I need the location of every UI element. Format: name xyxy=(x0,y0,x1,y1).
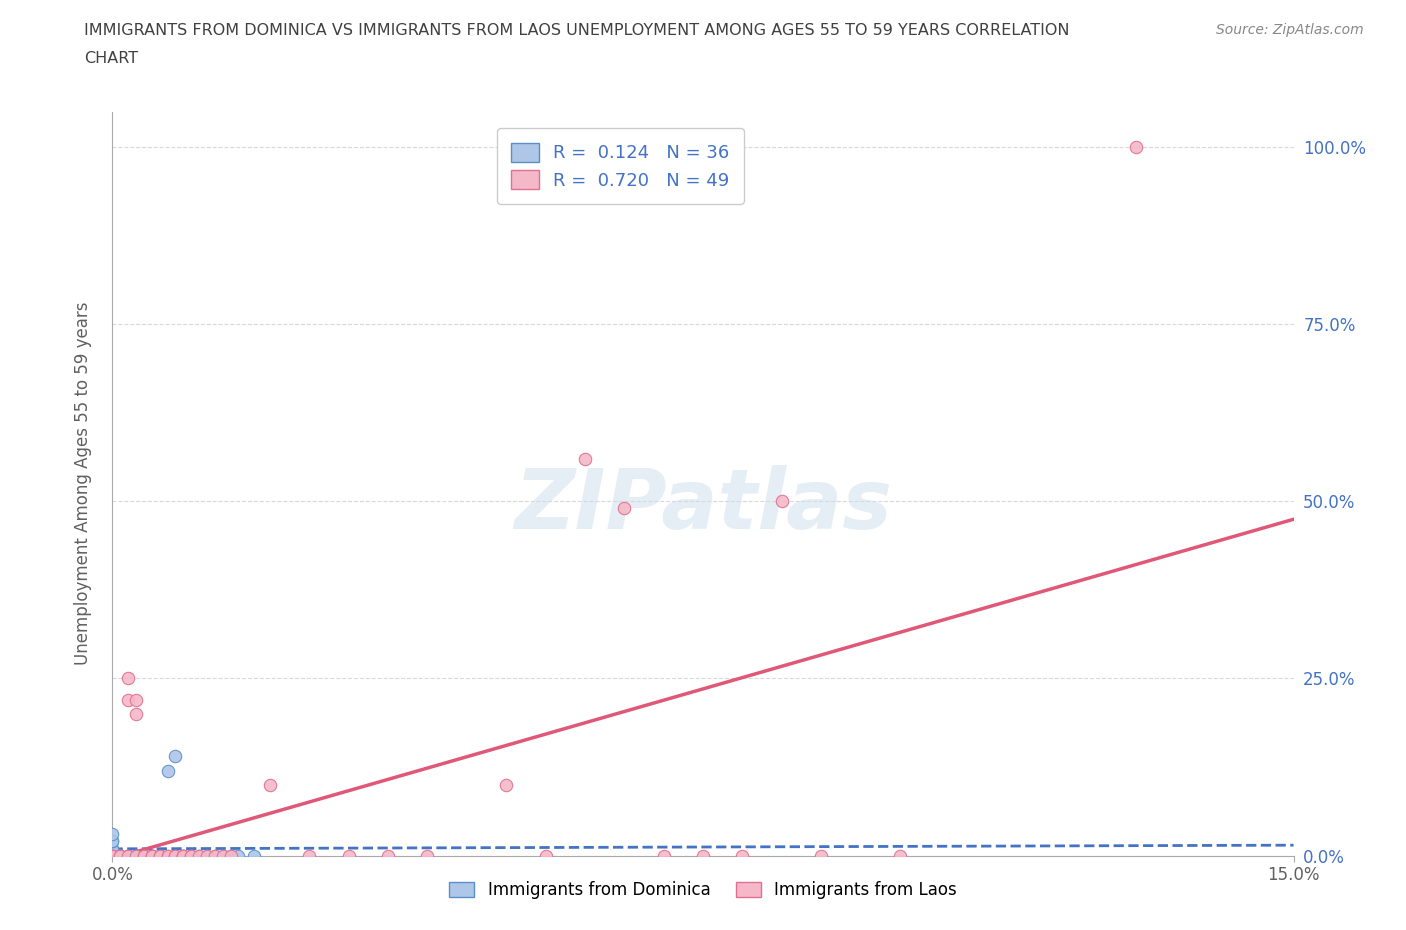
Point xyxy=(110,848,132,863)
Point xyxy=(101,848,124,863)
Point xyxy=(101,848,124,863)
Point xyxy=(141,848,163,863)
Point xyxy=(125,692,148,707)
Point xyxy=(692,848,714,863)
Legend: Immigrants from Dominica, Immigrants from Laos: Immigrants from Dominica, Immigrants fro… xyxy=(441,873,965,908)
Point xyxy=(259,777,281,792)
Point xyxy=(141,848,163,863)
Point xyxy=(125,848,148,863)
Point xyxy=(101,848,124,863)
Point xyxy=(180,848,202,863)
Point xyxy=(172,848,194,863)
Point xyxy=(495,777,517,792)
Point xyxy=(110,848,132,863)
Point xyxy=(141,848,163,863)
Point xyxy=(117,671,139,686)
Y-axis label: Unemployment Among Ages 55 to 59 years: Unemployment Among Ages 55 to 59 years xyxy=(73,302,91,665)
Point xyxy=(731,848,754,863)
Point xyxy=(101,841,124,856)
Point xyxy=(172,848,194,863)
Point xyxy=(101,827,124,842)
Point xyxy=(117,848,139,863)
Point xyxy=(165,848,187,863)
Point xyxy=(770,494,793,509)
Point xyxy=(172,848,194,863)
Point xyxy=(141,848,163,863)
Point xyxy=(110,848,132,863)
Point xyxy=(188,848,211,863)
Point xyxy=(180,848,202,863)
Point xyxy=(219,848,242,863)
Point xyxy=(149,848,172,863)
Point xyxy=(377,848,399,863)
Point xyxy=(101,848,124,863)
Point xyxy=(117,848,139,863)
Point xyxy=(156,848,179,863)
Point xyxy=(125,848,148,863)
Point xyxy=(810,848,832,863)
Point xyxy=(180,848,202,863)
Point xyxy=(165,848,187,863)
Point xyxy=(101,834,124,849)
Point xyxy=(219,848,242,863)
Point xyxy=(613,501,636,516)
Point xyxy=(125,707,148,722)
Point xyxy=(195,848,218,863)
Point xyxy=(132,848,155,863)
Point xyxy=(132,848,155,863)
Point xyxy=(195,848,218,863)
Point xyxy=(101,848,124,863)
Point xyxy=(132,848,155,863)
Point xyxy=(149,848,172,863)
Text: ZIPatlas: ZIPatlas xyxy=(515,465,891,547)
Point xyxy=(110,848,132,863)
Point xyxy=(117,848,139,863)
Point xyxy=(534,848,557,863)
Point xyxy=(204,848,226,863)
Point xyxy=(101,834,124,849)
Text: CHART: CHART xyxy=(84,51,138,66)
Point xyxy=(156,764,179,778)
Point xyxy=(652,848,675,863)
Point xyxy=(228,848,250,863)
Point xyxy=(188,848,211,863)
Point xyxy=(204,848,226,863)
Point xyxy=(149,848,172,863)
Point xyxy=(149,848,172,863)
Point xyxy=(165,749,187,764)
Point xyxy=(101,848,124,863)
Text: Source: ZipAtlas.com: Source: ZipAtlas.com xyxy=(1216,23,1364,37)
Point xyxy=(132,848,155,863)
Point xyxy=(889,848,911,863)
Point xyxy=(1125,140,1147,154)
Point xyxy=(298,848,321,863)
Point xyxy=(156,848,179,863)
Point xyxy=(416,848,439,863)
Point xyxy=(165,848,187,863)
Point xyxy=(180,848,202,863)
Point xyxy=(211,848,233,863)
Point xyxy=(141,848,163,863)
Point xyxy=(172,848,194,863)
Point xyxy=(243,848,266,863)
Point xyxy=(101,841,124,856)
Point xyxy=(101,848,124,863)
Legend: R =  0.124   N = 36, R =  0.720   N = 49: R = 0.124 N = 36, R = 0.720 N = 49 xyxy=(496,128,744,204)
Point xyxy=(101,848,124,863)
Text: IMMIGRANTS FROM DOMINICA VS IMMIGRANTS FROM LAOS UNEMPLOYMENT AMONG AGES 55 TO 5: IMMIGRANTS FROM DOMINICA VS IMMIGRANTS F… xyxy=(84,23,1070,38)
Point xyxy=(574,451,596,466)
Point xyxy=(211,848,233,863)
Point xyxy=(101,848,124,863)
Point xyxy=(337,848,360,863)
Point xyxy=(117,692,139,707)
Point xyxy=(141,848,163,863)
Point xyxy=(125,848,148,863)
